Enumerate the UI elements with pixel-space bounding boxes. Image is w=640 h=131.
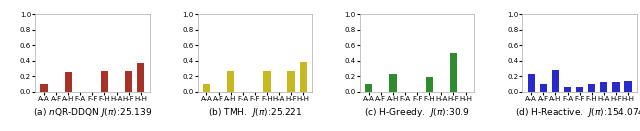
Bar: [576, 88, 583, 92]
Bar: [40, 84, 47, 92]
Bar: [564, 87, 571, 92]
Bar: [527, 73, 535, 92]
Bar: [612, 82, 620, 92]
Bar: [600, 82, 607, 92]
Bar: [300, 62, 307, 92]
X-axis label: (d) H-Reactive.  $J(\pi)$:154.074: (d) H-Reactive. $J(\pi)$:154.074: [515, 106, 640, 119]
Bar: [137, 63, 145, 92]
Bar: [426, 77, 433, 92]
Bar: [203, 84, 210, 92]
Bar: [389, 73, 397, 92]
Bar: [552, 70, 559, 92]
Bar: [65, 72, 72, 92]
X-axis label: (c) H-Greedy.  $J(\pi)$:30.9: (c) H-Greedy. $J(\pi)$:30.9: [364, 106, 470, 119]
Bar: [125, 71, 132, 92]
Bar: [287, 71, 294, 92]
Bar: [625, 81, 632, 92]
Bar: [101, 71, 108, 92]
Bar: [450, 53, 457, 92]
Bar: [588, 84, 595, 92]
Bar: [263, 71, 271, 92]
X-axis label: (b) TMH.  $J(\pi)$:25.221: (b) TMH. $J(\pi)$:25.221: [207, 106, 302, 119]
Bar: [365, 84, 372, 92]
Bar: [540, 84, 547, 92]
Bar: [227, 71, 234, 92]
X-axis label: (a) $n$QR-DDQN $J(\pi)$:25.139: (a) $n$QR-DDQN $J(\pi)$:25.139: [33, 106, 152, 119]
